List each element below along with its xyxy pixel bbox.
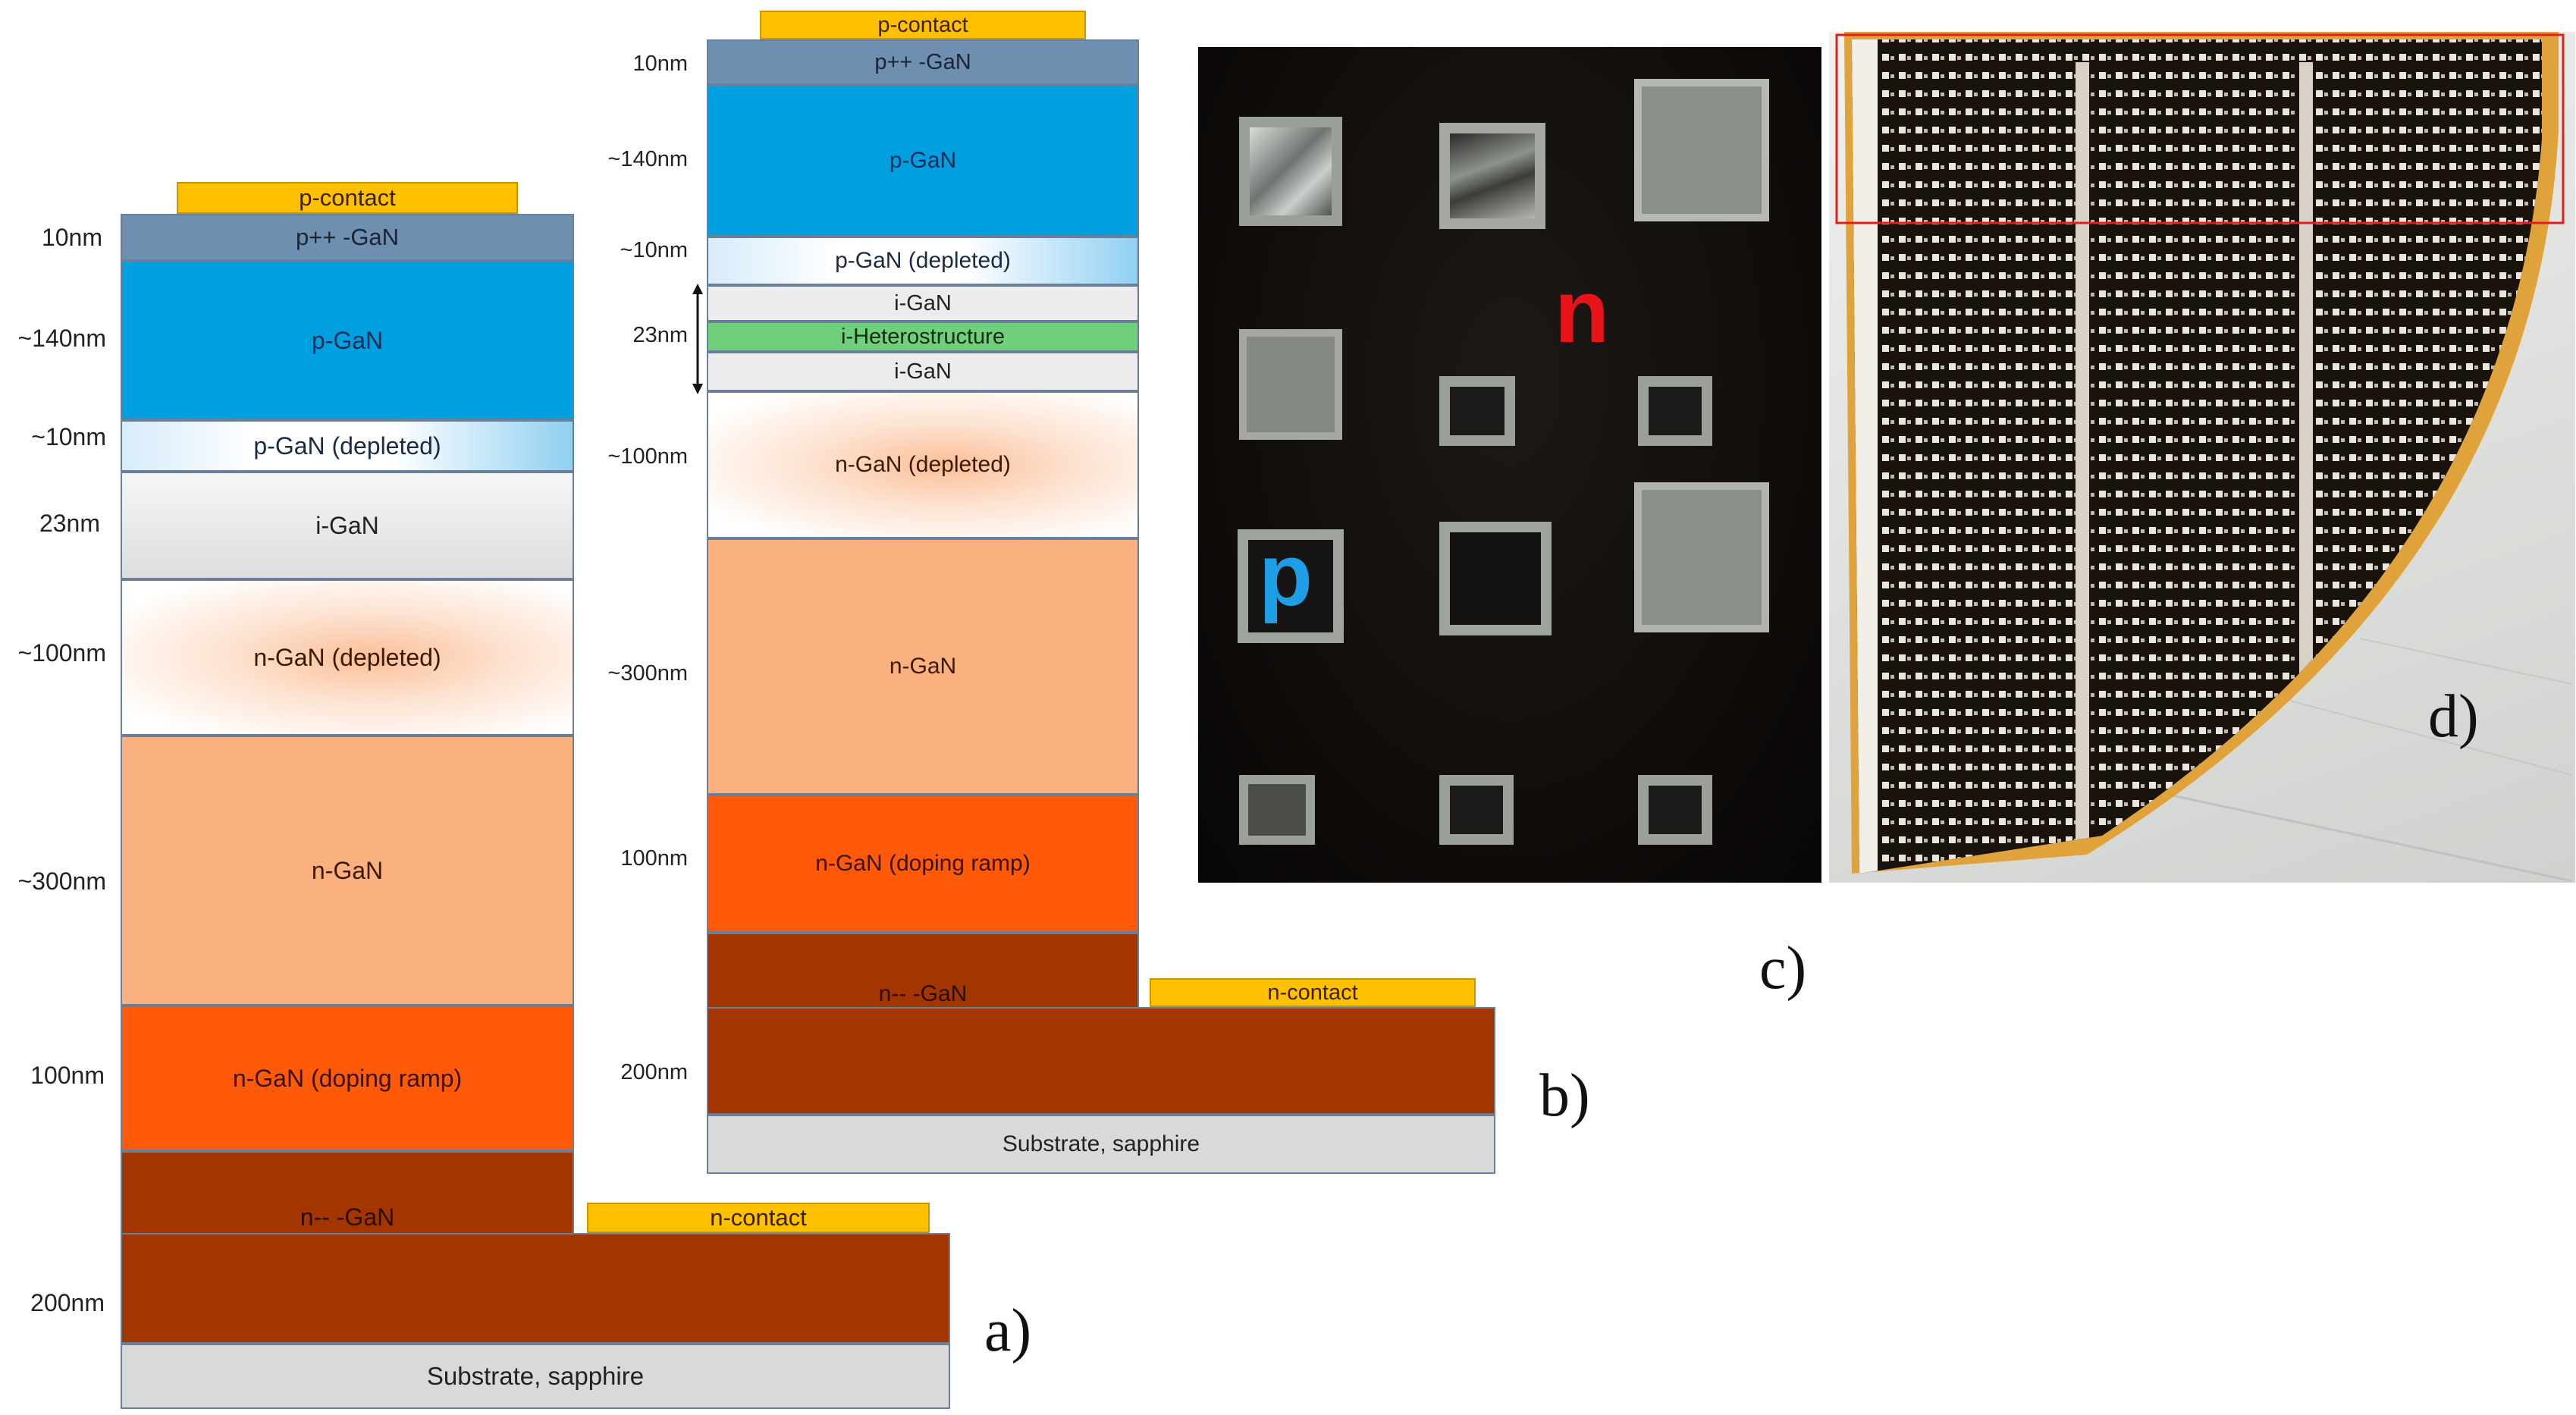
panel-a-thickness-n-gan-ramp: 100nm (30, 1062, 105, 1089)
panel-b-layer-i-gan-bottom-label: i-GaN (894, 359, 952, 384)
panel-b-thickness-ppp-gan: 10nm (632, 52, 688, 76)
panel-b-thickness-n-gan: ~300nm (607, 661, 688, 686)
panel-c-pad (1239, 775, 1315, 845)
panel-d-label: d) (2428, 683, 2479, 750)
panel-b-layer-p-gan-depleted: p-GaN (depleted) (707, 237, 1139, 285)
panel-b-thickness-p-gan: ~140nm (607, 147, 688, 171)
panel-b-layer-heterostructure: i-Heterostructure (707, 322, 1139, 352)
panel-a-p-contact-label: p-contact (299, 184, 396, 211)
panel-a-layer-p-gan: p-GaN (121, 261, 574, 420)
panel-b-layer-substrate: Substrate, sapphire (707, 1115, 1495, 1174)
panel-b-layer-ppp-gan: p++ -GaN (707, 39, 1139, 85)
panel-b-n-contact-label: n-contact (1267, 980, 1358, 1005)
panel-a-thickness-ppp-gan: 10nm (41, 224, 102, 251)
panel-b-layer-n-gan-ramp: n-GaN (doping ramp) (707, 795, 1139, 933)
panel-b-n-contact: n-contact (1150, 978, 1476, 1007)
panel-b-layer-n-minus-gan-base (707, 1007, 1495, 1115)
panel-a-thickness-n-minus-gan: 200nm (30, 1289, 105, 1316)
panel-b-p-contact: p-contact (760, 11, 1086, 39)
panel-b-layer-n-gan-depleted-label: n-GaN (depleted) (835, 452, 1011, 477)
panel-c-label: c) (1759, 935, 1807, 1002)
panel-a-layer-n-gan-label: n-GaN (311, 856, 384, 884)
panel-b-layer-n-gan-label: n-GaN (889, 654, 957, 679)
panel-b-layer-n-gan-depleted: n-GaN (depleted) (707, 391, 1139, 538)
panel-c-pad (1638, 376, 1712, 446)
panel-a-layer-n-gan-ramp: n-GaN (doping ramp) (121, 1006, 574, 1151)
panel-a-layer-substrate: Substrate, sapphire (121, 1344, 950, 1409)
panel-b-layer-p-gan-depleted-label: p-GaN (depleted) (835, 248, 1011, 273)
panel-b-p-contact-label: p-contact (877, 12, 968, 37)
panel-c-pad (1638, 775, 1712, 845)
panel-a-layer-p-gan-depleted: p-GaN (depleted) (121, 420, 574, 472)
panel-b-layer-heterostructure-label: i-Heterostructure (841, 324, 1005, 349)
panel-a-layer-i-gan-label: i-GaN (315, 511, 379, 539)
panel-a-layer-n-gan-ramp-label: n-GaN (doping ramp) (232, 1064, 463, 1092)
panel-b-thickness-n-gan-ramp: 100nm (620, 846, 688, 871)
panel-a-layer-p-gan-label: p-GaN (311, 326, 384, 354)
panel-a-thickness-n-gan: ~300nm (17, 868, 106, 895)
panel-c-pad (1439, 123, 1545, 229)
panel-a-p-contact: p-contact (177, 182, 518, 214)
panel-b-layer-ppp-gan-label: p++ -GaN (874, 49, 971, 74)
panel-c-p-mark: p (1259, 526, 1313, 624)
panel-c-pad (1439, 522, 1552, 635)
panel-a-thickness-i-gan: 23nm (39, 510, 100, 537)
panel-a-layer-substrate-label: Substrate, sapphire (426, 1362, 645, 1390)
panel-b-layer-substrate-label: Substrate, sapphire (1002, 1131, 1200, 1156)
panel-c-pad (1634, 482, 1769, 632)
panel-b-layer-n-gan-ramp-label: n-GaN (doping ramp) (815, 851, 1031, 876)
panel-a-layer-n-minus-gan-label: n-- -GaN (300, 1203, 395, 1231)
panel-c-micrograph: n p (1198, 47, 1821, 883)
panel-a-label: a) (984, 1297, 1032, 1364)
panel-a-layer-n-minus-gan-base (121, 1233, 950, 1344)
panel-c-pad (1634, 79, 1769, 221)
panel-a-n-contact: n-contact (587, 1203, 930, 1233)
panel-a-layer-ppp-gan-label: p++ -GaN (295, 224, 400, 250)
panel-a-layer-n-minus-gan-mesa: n-- -GaN (121, 1151, 574, 1235)
panel-b-label: b) (1539, 1062, 1590, 1129)
panel-b-intrinsic-arrow (692, 284, 703, 394)
panel-b-layer-i-gan-top: i-GaN (707, 285, 1139, 322)
panel-a-layer-i-gan: i-GaN (121, 472, 574, 579)
panel-a-n-contact-label: n-contact (710, 1204, 807, 1231)
panel-c-pad-p (1238, 529, 1344, 643)
panel-b-layer-n-minus-gan-label: n-- -GaN (878, 981, 968, 1006)
panel-d-wafer-photo: d) (1829, 32, 2575, 883)
panel-c-pad (1439, 376, 1515, 446)
panel-c-n-mark: n (1555, 262, 1610, 362)
panel-b-layer-p-gan: p-GaN (707, 85, 1139, 237)
panel-b-thickness-p-gan-depleted: ~10nm (620, 238, 688, 262)
panel-a-layer-n-gan: n-GaN (121, 736, 574, 1006)
panel-c-pad (1439, 775, 1514, 845)
panel-a-layer-n-gan-depleted: n-GaN (depleted) (121, 579, 574, 736)
panel-b-layer-i-gan-bottom: i-GaN (707, 352, 1139, 391)
panel-b-layer-p-gan-label: p-GaN (889, 148, 957, 173)
panel-a-layer-n-gan-depleted-label: n-GaN (depleted) (253, 643, 441, 671)
panel-b-thickness-n-gan-depleted: ~100nm (607, 444, 688, 469)
panel-a-thickness-p-gan-depleted: ~10nm (31, 423, 106, 450)
panel-c-pad (1239, 117, 1342, 226)
panel-a-layer-p-gan-depleted-label: p-GaN (depleted) (253, 431, 441, 460)
panel-b-thickness-n-minus-gan: 200nm (620, 1060, 688, 1084)
panel-b-layer-i-gan-top-label: i-GaN (894, 290, 952, 315)
panel-b-thickness-intrinsic-region: 23nm (632, 323, 688, 347)
panel-a-thickness-n-gan-depleted: ~100nm (17, 639, 106, 667)
panel-d-wafer-drawing (1835, 32, 2573, 883)
panel-a-thickness-p-gan: ~140nm (17, 325, 106, 352)
panel-c-pad (1239, 329, 1342, 440)
panel-b-layer-n-minus-gan-mesa: n-- -GaN (707, 933, 1139, 1009)
panel-b-layer-n-gan: n-GaN (707, 538, 1139, 795)
panel-a-layer-ppp-gan: p++ -GaN (121, 214, 574, 261)
